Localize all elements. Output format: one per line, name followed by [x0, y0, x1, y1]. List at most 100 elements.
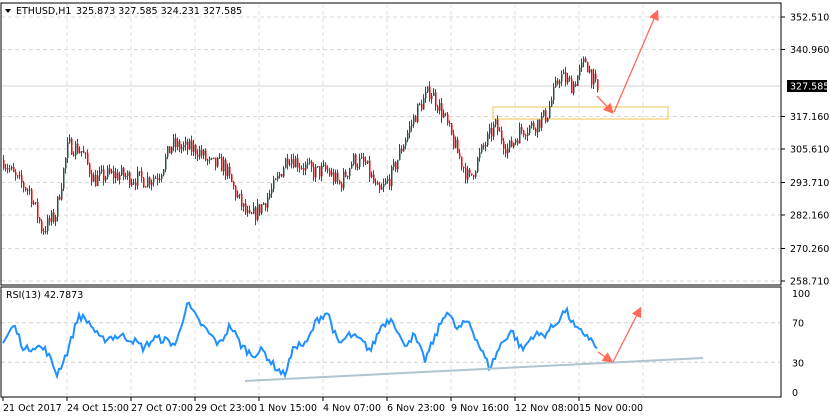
- candle-down: [379, 184, 381, 190]
- candle-down: [71, 138, 73, 155]
- candle-up: [349, 168, 351, 176]
- candle-up: [97, 175, 99, 186]
- rsi-trendline[interactable]: [244, 357, 704, 382]
- candle-up: [549, 106, 551, 118]
- candle-down: [395, 162, 397, 170]
- price-arrow-down[interactable]: [596, 95, 614, 114]
- candle-down: [303, 168, 305, 171]
- candle-down: [225, 159, 227, 176]
- candle-down: [565, 72, 567, 83]
- time-tick-label: 27 Oct 07:00: [131, 403, 193, 414]
- candle-up: [589, 69, 591, 73]
- candle-up: [63, 168, 65, 189]
- candle-down: [259, 204, 261, 214]
- candle-down: [451, 123, 453, 135]
- candle-up: [509, 140, 511, 149]
- time-tick-label: 6 Nov 23:00: [387, 403, 445, 414]
- candle-down: [53, 212, 55, 222]
- candle-up: [399, 148, 401, 160]
- price-axis: 352.510 340.960 317.160 305.610 293.710 282.1…: [781, 13, 829, 288]
- candle-up: [165, 156, 167, 170]
- candle-up: [269, 193, 271, 198]
- candle-up: [305, 164, 307, 171]
- candle-up: [547, 117, 549, 122]
- candle-down: [41, 221, 43, 232]
- candle-up: [51, 212, 53, 222]
- candle-up: [247, 210, 249, 213]
- candle-down: [557, 80, 559, 84]
- candle-down: [569, 77, 571, 79]
- candle-up: [79, 151, 81, 153]
- candle-down: [87, 153, 89, 164]
- candle-up: [477, 157, 479, 172]
- candle-down: [435, 92, 437, 107]
- candle-up: [57, 196, 59, 217]
- candle-up: [353, 154, 355, 165]
- candle-down: [293, 159, 295, 168]
- candle-up: [145, 186, 147, 188]
- candle-up: [213, 157, 215, 159]
- candle-down: [77, 143, 79, 153]
- candle-down: [469, 169, 471, 174]
- candle-up: [275, 179, 277, 181]
- candle-up: [427, 86, 429, 92]
- candle-up: [567, 77, 569, 83]
- price-arrow-up[interactable]: [613, 9, 659, 113]
- candle-up: [151, 182, 153, 185]
- candle-down: [333, 172, 335, 183]
- rsi-tick-label: 30: [792, 358, 804, 369]
- candle-up: [375, 182, 377, 184]
- candle-down: [21, 175, 23, 183]
- candle-up: [133, 182, 135, 184]
- candle-up: [35, 202, 37, 204]
- time-tick-label: 21 Oct 2017: [3, 403, 62, 414]
- candles: [3, 56, 599, 236]
- candle-up: [271, 188, 273, 194]
- candle-up: [181, 147, 183, 150]
- candle-down: [415, 116, 417, 122]
- candle-up: [367, 160, 369, 164]
- candle-up: [209, 158, 211, 160]
- candle-up: [419, 103, 421, 105]
- candle-up: [121, 167, 123, 175]
- rsi-tick-label: 100: [792, 289, 810, 300]
- candle-down: [73, 154, 75, 156]
- candle-down: [143, 177, 145, 188]
- support-zone-rectangle[interactable]: [492, 106, 669, 120]
- price-tick-label: 270.260: [790, 244, 829, 255]
- candle-down: [389, 178, 391, 187]
- candle-up: [411, 124, 413, 127]
- candle-down: [169, 146, 171, 154]
- candle-up: [323, 164, 325, 166]
- candle-down: [571, 78, 573, 94]
- candle-down: [401, 148, 403, 152]
- candle-up: [581, 62, 583, 68]
- dropdown-triangle-icon[interactable]: [5, 9, 11, 13]
- candle-up: [277, 175, 279, 180]
- candle-down: [175, 138, 177, 147]
- candle-down: [179, 141, 181, 150]
- rsi-arrow-up[interactable]: [612, 306, 642, 363]
- candle-down: [453, 134, 455, 148]
- candle-down: [447, 114, 449, 124]
- candle-down: [503, 141, 505, 150]
- candle-down: [501, 130, 503, 142]
- rsi-arrow-down[interactable]: [597, 351, 614, 363]
- candle-down: [437, 106, 439, 111]
- candle-up: [93, 175, 95, 182]
- candle-down: [3, 160, 5, 169]
- candle-down: [585, 58, 587, 63]
- price-tick-label: 282.160: [790, 211, 829, 222]
- candle-up: [507, 148, 509, 154]
- candle-up: [383, 183, 385, 188]
- candle-up: [431, 95, 433, 100]
- price-tick-label: 340.960: [790, 45, 829, 56]
- candle-down: [365, 161, 367, 164]
- candle-down: [229, 166, 231, 175]
- rsi-axis: 100 70 30 0: [792, 289, 810, 399]
- candle-up: [173, 138, 175, 147]
- candle-down: [265, 203, 267, 208]
- candle-down: [83, 150, 85, 154]
